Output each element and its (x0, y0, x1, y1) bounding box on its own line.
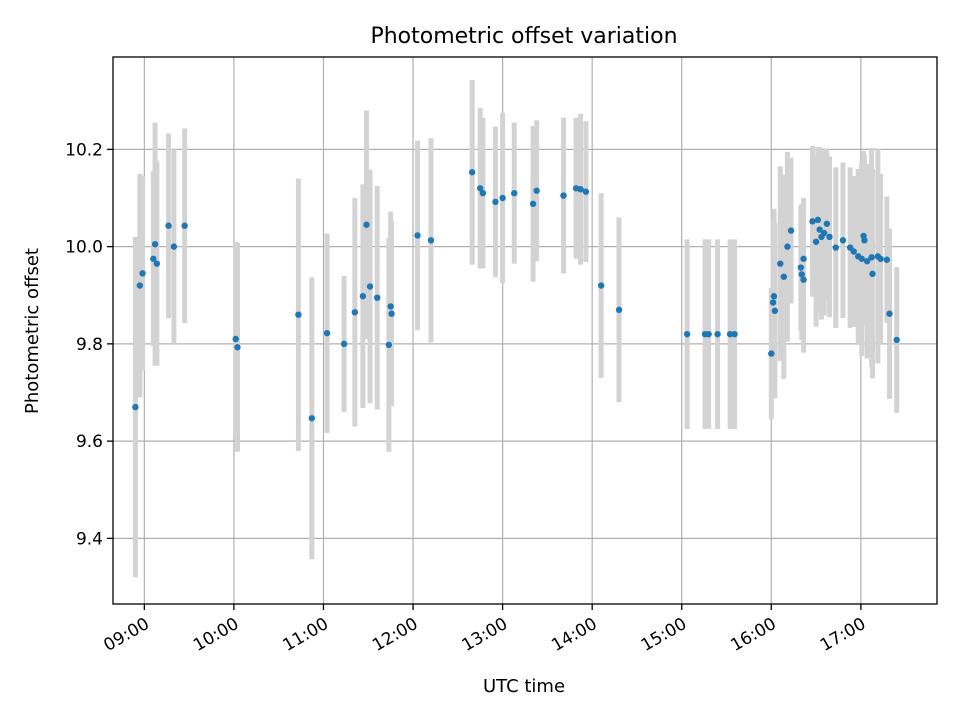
data-point (771, 307, 779, 315)
data-point (170, 243, 178, 250)
data-point (814, 216, 822, 224)
data-point (731, 330, 738, 338)
data-point (812, 238, 820, 245)
data-point (234, 344, 241, 351)
data-point (816, 226, 823, 233)
data-point (139, 270, 146, 277)
data-point (427, 237, 435, 244)
data-point (714, 330, 721, 338)
data-point (820, 229, 828, 237)
data-point (797, 264, 805, 271)
data-point (533, 187, 540, 194)
x-tick-label: 17:00 (817, 614, 869, 656)
y-tick-label: 9.6 (76, 432, 103, 452)
data-point (363, 221, 370, 228)
x-tick-label: 10:00 (190, 614, 242, 656)
data-point (165, 222, 172, 229)
x-tick-label: 09:00 (100, 614, 152, 656)
data-point (468, 169, 476, 176)
data-point (295, 311, 302, 318)
data-point (777, 260, 784, 267)
data-point (385, 341, 393, 349)
data-point (132, 403, 139, 411)
x-tick-label: 11:00 (280, 614, 332, 656)
y-tick-label: 10.2 (65, 140, 103, 160)
data-point (529, 200, 537, 208)
data-point (151, 240, 159, 248)
data-point (366, 283, 374, 290)
data-point (577, 186, 584, 193)
y-axis-ticks: 9.4 9.6 9.8 10.0 10.2 (65, 140, 113, 549)
data-point (869, 270, 876, 278)
x-axis-ticks: 09:00 10:00 11:00 12:00 13:00 14:00 15:00 16:00… (100, 604, 869, 656)
y-tick-label: 9.8 (76, 335, 103, 355)
data-point (858, 255, 865, 262)
y-tick-label: 10.0 (65, 238, 103, 258)
data-point (883, 256, 891, 263)
data-point (477, 185, 484, 192)
data-point (683, 330, 691, 338)
data-point (153, 260, 161, 267)
data-point (414, 232, 421, 239)
data-point (150, 255, 157, 262)
data-point (359, 293, 367, 300)
x-tick-label: 16:00 (727, 614, 779, 656)
y-axis-label: Photometric offset (22, 248, 43, 414)
data-point (780, 273, 788, 280)
data-point (582, 188, 590, 195)
chart-title: Photometric offset variation (370, 24, 677, 49)
data-point (479, 189, 487, 197)
data-point (839, 237, 847, 244)
x-tick-label: 13:00 (459, 614, 511, 656)
data-point (560, 192, 567, 199)
data-point (387, 303, 394, 310)
data-point (232, 335, 239, 343)
data-point (499, 194, 506, 202)
x-tick-label: 15:00 (638, 614, 690, 656)
data-point (823, 220, 831, 227)
data-point (886, 310, 893, 317)
data-point (832, 244, 839, 251)
x-tick-label: 12:00 (369, 614, 421, 656)
data-point (511, 189, 518, 197)
data-points (132, 169, 900, 422)
data-point (800, 255, 807, 262)
data-point (181, 222, 188, 229)
x-axis-label: UTC time (483, 676, 565, 697)
data-point (308, 415, 316, 422)
x-tick-label: 14:00 (548, 614, 600, 656)
data-point (877, 255, 884, 262)
data-point (798, 271, 805, 278)
data-point (826, 233, 833, 241)
data-point (136, 282, 144, 289)
data-point (726, 330, 734, 338)
data-point (770, 293, 778, 300)
error-bars (132, 79, 900, 578)
data-point (340, 340, 348, 348)
plot-frame (112, 56, 938, 605)
data-point (863, 258, 871, 265)
data-point (868, 254, 875, 261)
data-point (597, 282, 605, 289)
data-point (861, 237, 868, 244)
data-point (800, 276, 807, 283)
data-point (787, 227, 795, 234)
data-point (388, 310, 395, 317)
data-point (784, 243, 791, 250)
data-point (893, 336, 900, 344)
data-point (615, 306, 623, 314)
data-point (769, 299, 777, 306)
data-point (809, 218, 816, 225)
data-point (768, 350, 775, 357)
data-point (850, 248, 857, 255)
data-point (492, 198, 499, 206)
data-point (351, 309, 359, 316)
y-tick-label: 9.4 (76, 529, 103, 549)
data-point (705, 330, 712, 338)
data-point (323, 329, 331, 337)
data-point (374, 294, 381, 301)
